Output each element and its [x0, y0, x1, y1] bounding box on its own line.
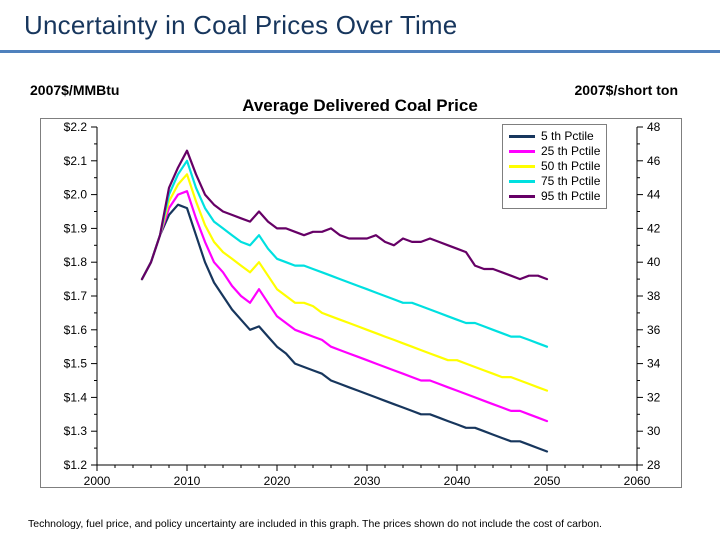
svg-text:2000: 2000 [84, 474, 111, 488]
svg-text:$1.3: $1.3 [64, 424, 88, 438]
footnote: Technology, fuel price, and policy uncer… [28, 518, 692, 530]
chart-title: Average Delivered Coal Price [200, 96, 520, 116]
svg-text:$2.0: $2.0 [64, 188, 88, 202]
svg-text:42: 42 [647, 221, 661, 235]
svg-text:$1.2: $1.2 [64, 458, 88, 472]
svg-text:2020: 2020 [264, 474, 291, 488]
legend-row: 50 th Pctile [509, 159, 600, 174]
svg-text:34: 34 [647, 357, 661, 371]
slide-title: Uncertainty in Coal Prices Over Time [24, 10, 457, 41]
svg-text:$1.6: $1.6 [64, 323, 88, 337]
legend-label: 25 th Pctile [541, 144, 600, 159]
legend-row: 75 th Pctile [509, 174, 600, 189]
svg-text:36: 36 [647, 323, 661, 337]
svg-text:38: 38 [647, 289, 661, 303]
legend-label: 5 th Pctile [541, 129, 594, 144]
legend-swatch [509, 180, 535, 183]
svg-text:2030: 2030 [354, 474, 381, 488]
legend-label: 95 th Pctile [541, 189, 600, 204]
legend-label: 50 th Pctile [541, 159, 600, 174]
svg-text:46: 46 [647, 154, 661, 168]
legend-row: 5 th Pctile [509, 129, 600, 144]
svg-text:$2.2: $2.2 [64, 120, 88, 134]
legend-swatch [509, 135, 535, 138]
legend-swatch [509, 165, 535, 168]
svg-text:$1.9: $1.9 [64, 221, 88, 235]
svg-text:48: 48 [647, 120, 661, 134]
svg-text:2010: 2010 [174, 474, 201, 488]
svg-text:40: 40 [647, 255, 661, 269]
svg-text:30: 30 [647, 424, 661, 438]
legend-swatch [509, 195, 535, 198]
left-axis-caption: 2007$/MMBtu [30, 82, 119, 98]
svg-text:2060: 2060 [624, 474, 651, 488]
legend-label: 75 th Pctile [541, 174, 600, 189]
right-axis-caption: 2007$/short ton [575, 82, 678, 98]
svg-text:2040: 2040 [444, 474, 471, 488]
svg-text:32: 32 [647, 390, 661, 404]
title-rule [0, 50, 720, 53]
legend-row: 25 th Pctile [509, 144, 600, 159]
svg-text:$1.7: $1.7 [64, 289, 88, 303]
svg-text:28: 28 [647, 458, 661, 472]
legend-swatch [509, 150, 535, 153]
svg-text:2050: 2050 [534, 474, 561, 488]
legend-row: 95 th Pctile [509, 189, 600, 204]
legend: 5 th Pctile25 th Pctile50 th Pctile75 th… [502, 124, 607, 209]
svg-text:$2.1: $2.1 [64, 154, 88, 168]
svg-text:$1.4: $1.4 [64, 390, 88, 404]
svg-text:$1.5: $1.5 [64, 357, 88, 371]
svg-text:$1.8: $1.8 [64, 255, 88, 269]
svg-text:44: 44 [647, 188, 661, 202]
